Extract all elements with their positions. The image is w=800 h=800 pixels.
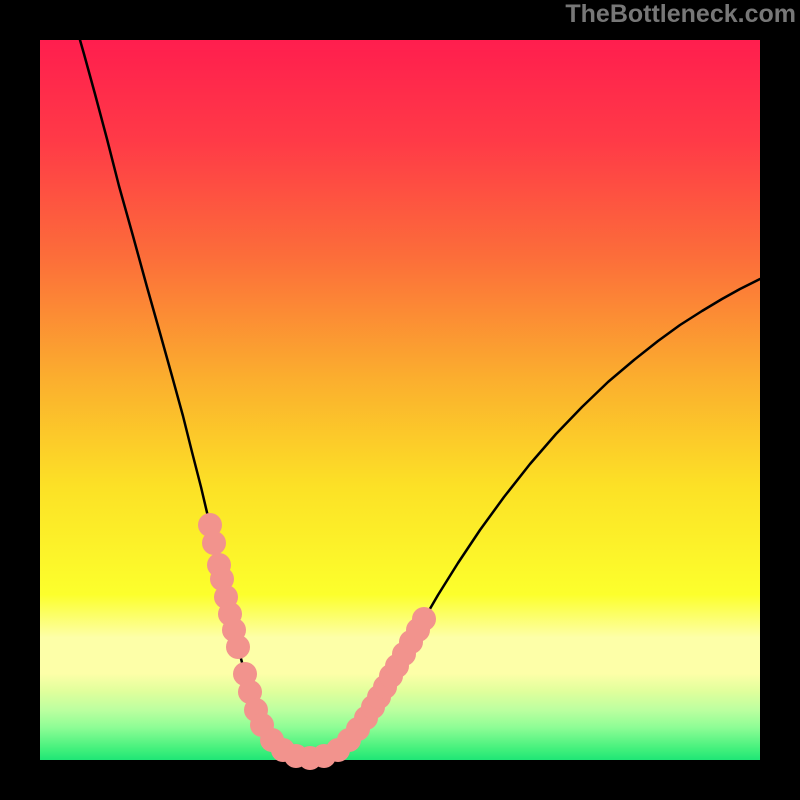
attribution-text: TheBottleneck.com xyxy=(565,0,796,29)
gradient-background xyxy=(40,40,760,760)
chart-canvas: TheBottleneck.com xyxy=(0,0,800,800)
attribution-label: TheBottleneck.com xyxy=(565,0,796,28)
